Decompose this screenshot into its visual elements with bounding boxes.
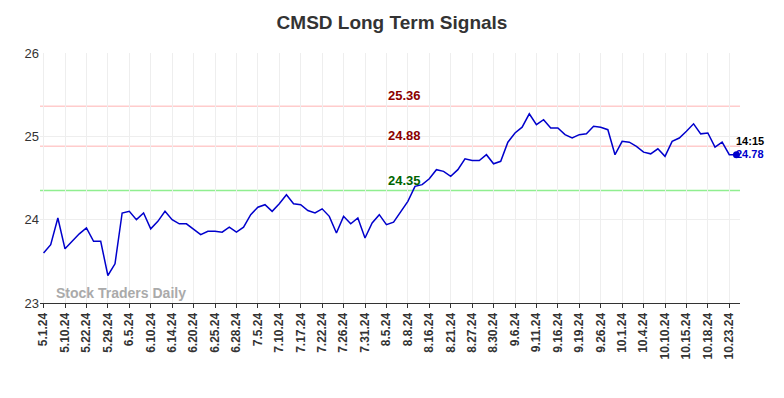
svg-text:5.22.24: 5.22.24 xyxy=(79,312,93,352)
svg-text:5.10.24: 5.10.24 xyxy=(58,312,72,352)
svg-text:9.19.24: 9.19.24 xyxy=(572,312,586,352)
svg-text:8.8.24: 8.8.24 xyxy=(401,312,415,346)
svg-text:6.5.24: 6.5.24 xyxy=(122,312,136,346)
svg-text:6.14.24: 6.14.24 xyxy=(165,312,179,352)
svg-text:CMSD Long Term Signals: CMSD Long Term Signals xyxy=(277,12,508,33)
svg-text:6.28.24: 6.28.24 xyxy=(229,312,243,352)
svg-text:Stock Traders Daily: Stock Traders Daily xyxy=(56,285,186,301)
svg-text:7.31.24: 7.31.24 xyxy=(358,312,372,352)
svg-text:10.18.24: 10.18.24 xyxy=(701,312,715,359)
svg-text:8.27.24: 8.27.24 xyxy=(465,312,479,352)
svg-text:9.11.24: 9.11.24 xyxy=(529,312,543,352)
svg-text:10.23.24: 10.23.24 xyxy=(722,312,736,359)
svg-text:9.6.24: 9.6.24 xyxy=(508,312,522,346)
svg-text:7.26.24: 7.26.24 xyxy=(336,312,350,352)
svg-text:6.20.24: 6.20.24 xyxy=(186,312,200,352)
svg-text:7.10.24: 7.10.24 xyxy=(272,312,286,352)
svg-text:7.5.24: 7.5.24 xyxy=(251,312,265,346)
svg-text:23: 23 xyxy=(25,296,39,311)
svg-text:7.22.24: 7.22.24 xyxy=(315,312,329,352)
svg-text:7.17.24: 7.17.24 xyxy=(294,312,308,352)
svg-text:6.25.24: 6.25.24 xyxy=(208,312,222,352)
svg-text:9.16.24: 9.16.24 xyxy=(551,312,565,352)
svg-text:14:15: 14:15 xyxy=(736,135,764,147)
svg-text:8.30.24: 8.30.24 xyxy=(486,312,500,352)
svg-text:24.78: 24.78 xyxy=(736,148,764,160)
svg-text:10.1.24: 10.1.24 xyxy=(615,312,629,352)
svg-text:10.10.24: 10.10.24 xyxy=(658,312,672,359)
svg-text:10.4.24: 10.4.24 xyxy=(636,312,650,352)
svg-text:24.35: 24.35 xyxy=(388,173,421,188)
svg-text:8.5.24: 8.5.24 xyxy=(379,312,393,346)
svg-text:9.26.24: 9.26.24 xyxy=(594,312,608,352)
svg-text:10.15.24: 10.15.24 xyxy=(679,312,693,359)
svg-text:25.36: 25.36 xyxy=(388,88,421,103)
svg-text:25: 25 xyxy=(25,129,39,144)
svg-text:8.16.24: 8.16.24 xyxy=(422,312,436,352)
svg-text:26: 26 xyxy=(25,46,39,61)
svg-text:24.88: 24.88 xyxy=(388,128,421,143)
svg-text:5.1.24: 5.1.24 xyxy=(36,312,50,346)
svg-text:8.21.24: 8.21.24 xyxy=(444,312,458,352)
svg-text:24: 24 xyxy=(25,212,39,227)
svg-text:5.29.24: 5.29.24 xyxy=(101,312,115,352)
svg-text:6.10.24: 6.10.24 xyxy=(144,312,158,352)
